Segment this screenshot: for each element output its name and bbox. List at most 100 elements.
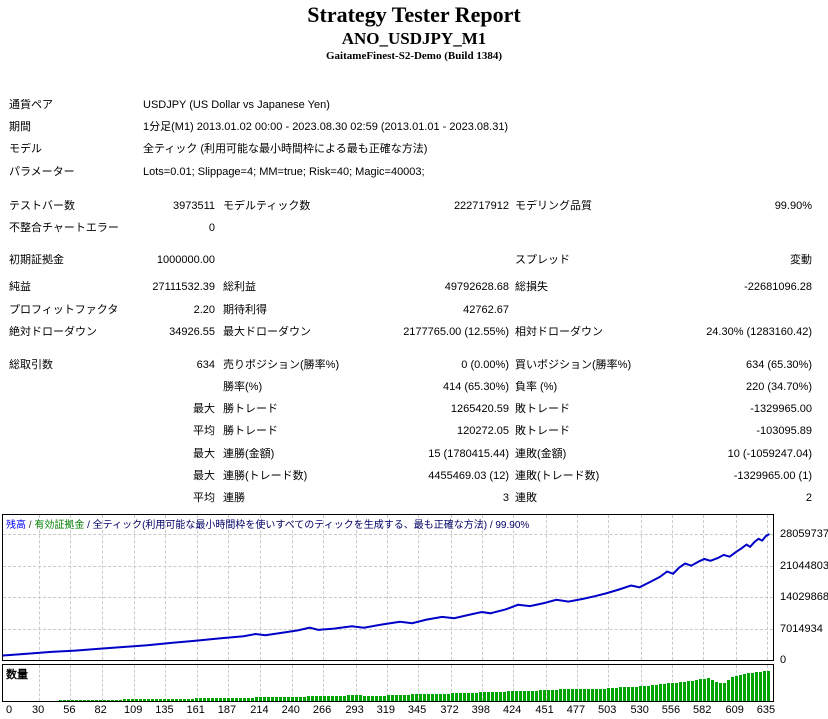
volume-bar <box>451 693 454 701</box>
x-tick-label: 424 <box>502 704 522 716</box>
volume-bar <box>639 686 642 701</box>
row-value: 634 <box>196 358 215 371</box>
volume-bar <box>167 698 170 701</box>
x-tick-label: 609 <box>725 704 744 716</box>
row-value: 1000000.00 <box>156 254 215 267</box>
x-tick-label: 161 <box>186 704 205 716</box>
row-value: 99.90% <box>774 199 812 212</box>
row-label <box>0 470 135 490</box>
grid-line-vertical <box>545 515 547 660</box>
volume-bar <box>123 699 126 701</box>
volume-bar <box>527 690 530 701</box>
volume-bar <box>439 693 442 701</box>
volume-bar <box>399 694 402 701</box>
volume-bar <box>483 692 486 701</box>
volume-bar <box>523 690 526 701</box>
y-tick-label: 21044803 <box>780 559 828 572</box>
volume-bar <box>667 683 670 701</box>
grid-line-vertical <box>608 515 610 660</box>
row-value: 3973511 <box>172 199 215 212</box>
volume-bar <box>143 699 146 701</box>
volume-bar <box>115 699 118 701</box>
volume-bar <box>751 672 754 701</box>
volume-bar <box>343 695 346 701</box>
balance-line <box>3 533 770 657</box>
x-tick-label: 56 <box>63 704 76 716</box>
x-tick-label: 345 <box>407 704 427 716</box>
row-value: 最大 <box>193 447 215 460</box>
volume-bar <box>651 685 654 701</box>
table-row: 平均 勝トレード 120272.05 敗トレード -103095.89 <box>0 423 828 445</box>
volume-bar <box>563 689 566 701</box>
legend-segment: 有効証拠金 <box>34 520 85 531</box>
volume-bar <box>347 695 350 701</box>
row-label: 勝率(%) <box>223 381 263 394</box>
volume-bar <box>131 699 134 701</box>
table-row: 最大 連勝(金額) 15 (1780415.44) 連敗(金額) 10 (-105924… <box>0 446 828 468</box>
row-label: 期待利得 <box>223 303 267 316</box>
volume-bar <box>467 692 470 701</box>
legend-segment: / 全ティック(利用可能な最小時間枠を使いすべてのティックを生成する、最も正確な… <box>84 520 530 531</box>
volume-bar <box>283 696 286 701</box>
table-row: 最大 勝トレード 1265420.59 敗トレード -1329965.00 <box>0 401 828 423</box>
row-value: Lots=0.01; Slippage=4; MM=true; Risk=40;… <box>143 165 425 178</box>
x-tick-label: 556 <box>661 704 681 716</box>
volume-bar <box>75 700 78 701</box>
row-value: 2 <box>805 492 812 504</box>
volume-bar <box>291 696 294 701</box>
volume-bar <box>335 695 338 701</box>
volume-bar <box>287 696 290 701</box>
volume-bar <box>235 697 238 701</box>
row-value: 1分足(M1) 2013.01.02 00:00 - 2023.08.30 02… <box>143 121 509 134</box>
row-value: 222717912 <box>453 199 509 212</box>
row-label: テストバー数 <box>9 199 75 212</box>
row-label: 敗トレード <box>515 425 570 438</box>
row-value: 49792628.68 <box>444 281 509 294</box>
table-row: モデル 全ティック (利用可能な最小時間枠による最も正確な方法) <box>0 141 828 163</box>
row-value: 42762.67 <box>463 303 509 316</box>
table-row: 不整合チャートエラー 0 <box>0 220 828 242</box>
volume-bar <box>315 696 318 701</box>
row-value: 27111532.39 <box>152 281 215 294</box>
row-value <box>387 254 509 274</box>
grid-line-vertical <box>386 515 388 660</box>
volume-bar <box>175 698 178 701</box>
row-value: 34926.55 <box>169 325 215 338</box>
x-tick-label: 135 <box>155 704 174 716</box>
volume-bar <box>119 699 122 701</box>
volume-bar <box>251 697 254 701</box>
table-row: プロフィットファクタ 2.20 期待利得 42762.67 <box>0 302 828 324</box>
volume-bar <box>431 694 434 701</box>
x-tick-label: 530 <box>630 704 649 716</box>
volume-bar <box>375 695 378 701</box>
volume-bar <box>191 698 194 701</box>
volume-bar <box>479 692 482 701</box>
row-value: -1329965.00 <box>750 403 812 416</box>
grid-line-vertical <box>640 665 642 701</box>
table-row: 絶対ドローダウン 34926.55 最大ドローダウン 2177765.00 (12.5… <box>0 324 828 346</box>
row-label: 連勝(金額) <box>223 447 275 460</box>
volume-bar <box>155 699 158 701</box>
row-label: 最大ドローダウン <box>223 325 311 338</box>
row-value: 平均 <box>193 425 215 438</box>
row-value: 最大 <box>193 403 215 416</box>
table-row: 期間 1分足(M1) 2013.01.02 00:00 - 2023.08.30 … <box>0 119 828 141</box>
volume-bar <box>459 693 462 701</box>
volume-bar <box>719 682 722 701</box>
volume-bar <box>455 693 458 701</box>
row-label: 売りポジション(勝率%) <box>223 358 340 371</box>
volume-bar <box>583 689 586 701</box>
chart-section: 残高 / 有効証拠金 / 全ティック(利用可能な最小時間枠を使いすべてのティック… <box>0 514 828 719</box>
report-header: Strategy Tester Report ANO_USDJPY_M1 Gai… <box>0 2 828 63</box>
row-value: USDJPY (US Dollar vs Japanese Yen) <box>143 99 330 111</box>
x-tick-label: 0 <box>6 704 13 716</box>
volume-bar <box>371 695 374 701</box>
volume-bar <box>83 699 86 701</box>
grid-line-vertical <box>766 515 768 660</box>
volume-bar <box>243 697 246 701</box>
x-tick-label: 266 <box>312 704 332 716</box>
x-tick-label: 240 <box>281 704 300 716</box>
row-label: 勝トレード <box>223 403 278 416</box>
volume-bar <box>339 695 342 701</box>
row-label: 初期証拠金 <box>9 254 64 267</box>
